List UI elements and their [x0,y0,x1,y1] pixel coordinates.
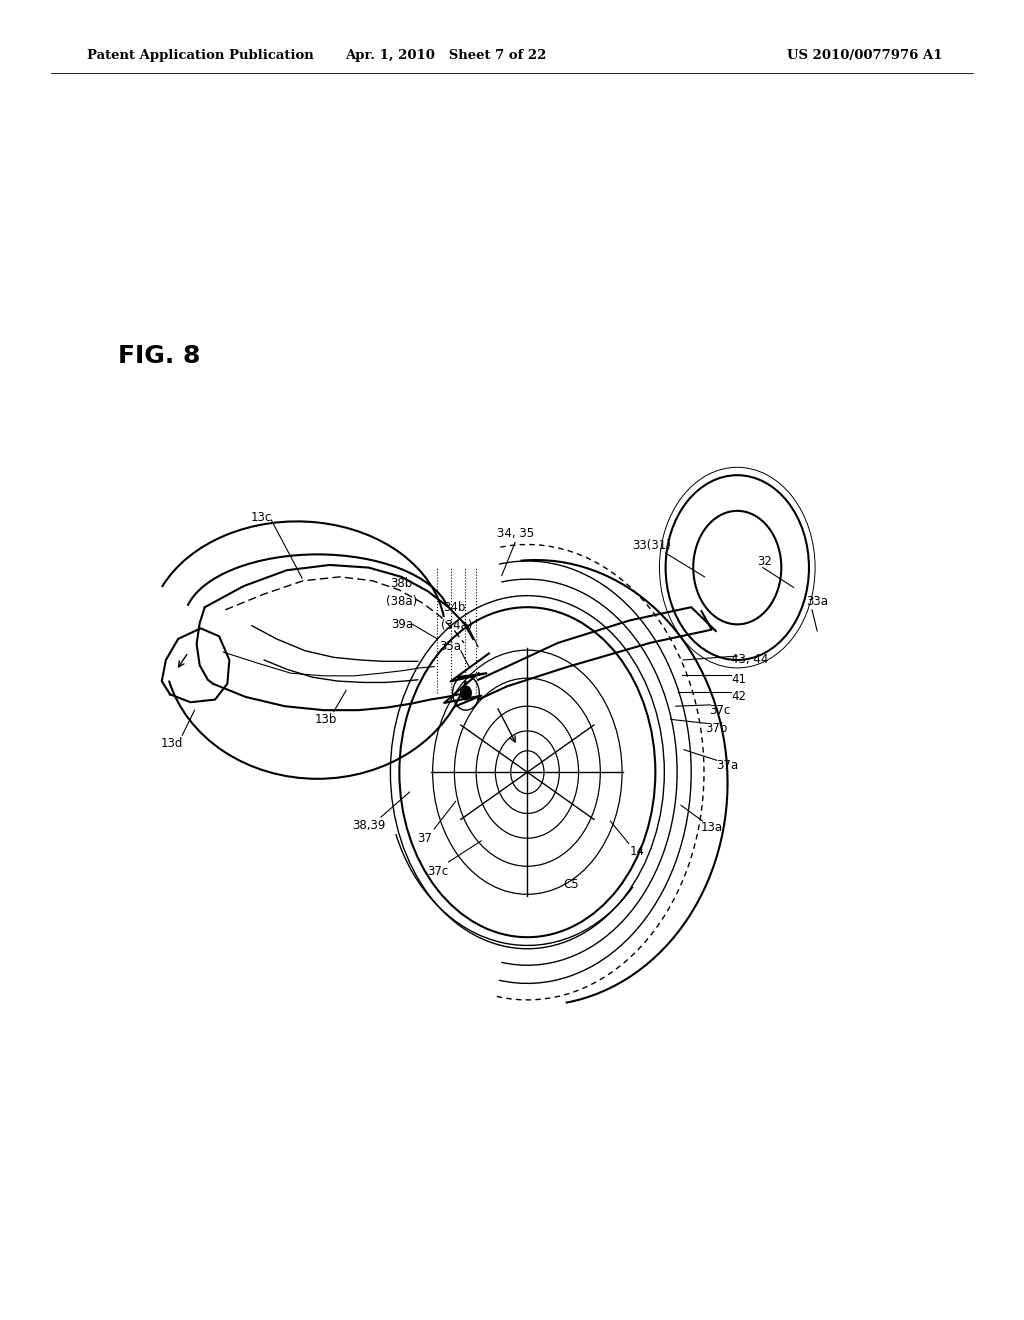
Text: (34a): (34a) [441,619,472,632]
Circle shape [461,686,471,700]
Text: 37c: 37c [710,704,730,717]
Text: (38a): (38a) [386,595,417,609]
Text: 32: 32 [758,554,772,568]
Text: 33(31): 33(31) [632,539,671,552]
Text: 34, 35: 34, 35 [497,527,534,540]
Text: 39a: 39a [391,618,414,631]
Text: 38,39: 38,39 [352,818,385,832]
Text: 13a: 13a [700,821,723,834]
Text: C5: C5 [563,878,580,891]
Text: 41: 41 [732,673,746,686]
Text: 13c: 13c [251,511,271,524]
Text: 35a: 35a [439,640,462,653]
Text: US 2010/0077976 A1: US 2010/0077976 A1 [786,49,942,62]
Text: 14: 14 [630,845,644,858]
Text: 37: 37 [418,832,432,845]
Text: 43, 44: 43, 44 [731,653,768,667]
Text: 37b: 37b [706,722,728,735]
Text: 42: 42 [732,690,746,704]
Text: 34b: 34b [443,601,466,614]
Text: 13d: 13d [161,737,183,750]
Text: Patent Application Publication: Patent Application Publication [87,49,313,62]
Text: 37c: 37c [428,865,449,878]
Text: 38b: 38b [390,577,413,590]
Text: 33a: 33a [806,595,828,609]
Text: Apr. 1, 2010   Sheet 7 of 22: Apr. 1, 2010 Sheet 7 of 22 [345,49,546,62]
Text: FIG. 8: FIG. 8 [118,345,200,368]
Text: 37a: 37a [716,759,738,772]
Text: 13b: 13b [314,713,337,726]
